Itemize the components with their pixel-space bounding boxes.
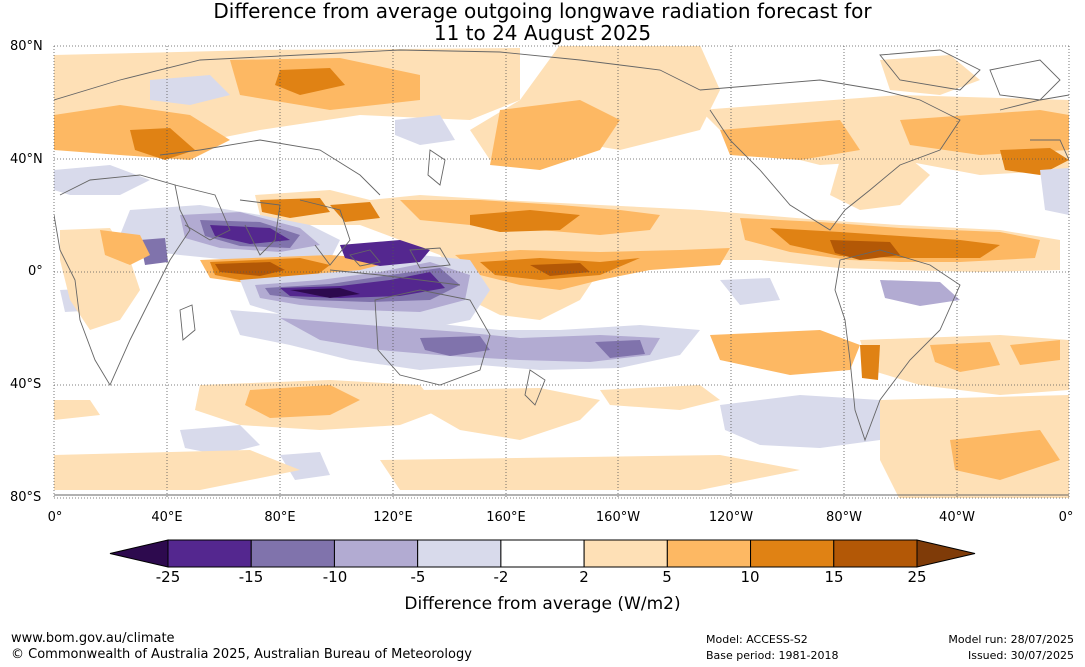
lat-label-40n: 40°N (10, 152, 43, 167)
graticule (53, 45, 1070, 499)
lon-label-120w: 120°W (708, 510, 754, 525)
colorbar-tick: 5 (662, 568, 672, 586)
lat-label-0: 0° (28, 264, 43, 279)
lon-label-40e: 40°E (151, 510, 183, 525)
colorbar-tick: 25 (907, 568, 927, 586)
colorbar-segment (417, 539, 502, 568)
anomaly-field (54, 46, 1069, 498)
colorbar-segment (500, 539, 585, 568)
lon-label-40w: 40°W (939, 510, 975, 525)
colorbar-tick: 10 (740, 568, 760, 586)
colorbar-tick: -2 (493, 568, 509, 586)
colorbar-segment (750, 539, 835, 568)
footer-copyright: © Commonwealth of Australia 2025, Austra… (11, 647, 472, 662)
colorbar-segment (167, 539, 252, 568)
color-scale-bar (109, 539, 976, 568)
footer-base-period: Base period: 1981-2018 (706, 649, 839, 662)
colorbar-segment (666, 539, 752, 568)
lon-label-80e: 80°E (264, 510, 296, 525)
lat-label-40s: 40°S (10, 377, 42, 392)
lon-label-0-right: 0° (1058, 510, 1074, 525)
colorbar-tick: -10 (322, 568, 348, 586)
colorbar-segment (583, 539, 668, 568)
lon-label-120e: 120°E (373, 510, 413, 525)
footer-model: Model: ACCESS-S2 (706, 633, 808, 646)
lon-label-160e: 160°E (486, 510, 526, 525)
map-title-line-1: Difference from average outgoing longwav… (213, 0, 872, 23)
colorbar-arrow-high (916, 539, 976, 568)
footer-url[interactable]: www.bom.gov.au/climate (11, 631, 175, 646)
colorbar-tick: -15 (238, 568, 264, 586)
colorbar-tick: -5 (410, 568, 426, 586)
footer-issued: Issued: 30/07/2025 (967, 649, 1074, 662)
colorbar-arrow-low (109, 539, 169, 568)
colorbar-tick: 15 (824, 568, 844, 586)
lat-label-80n: 80°N (10, 39, 43, 54)
colorbar-segment (833, 539, 918, 568)
colorbar-tick: -25 (155, 568, 181, 586)
lon-label-0-left: 0° (47, 510, 63, 525)
lon-label-160w: 160°W (595, 510, 641, 525)
coastlines (54, 49, 1069, 496)
footer-model-run: Model run: 28/07/2025 (948, 633, 1074, 646)
colorbar-title: Difference from average (W/m2) (404, 594, 681, 614)
lon-label-80w: 80°W (826, 510, 862, 525)
colorbar-tick: 2 (579, 568, 589, 586)
colorbar-segment (250, 539, 335, 568)
colorbar-segment (333, 539, 419, 568)
lat-label-80s: 80°S (10, 490, 42, 505)
map-title-line-2: 11 to 24 August 2025 (433, 21, 652, 45)
